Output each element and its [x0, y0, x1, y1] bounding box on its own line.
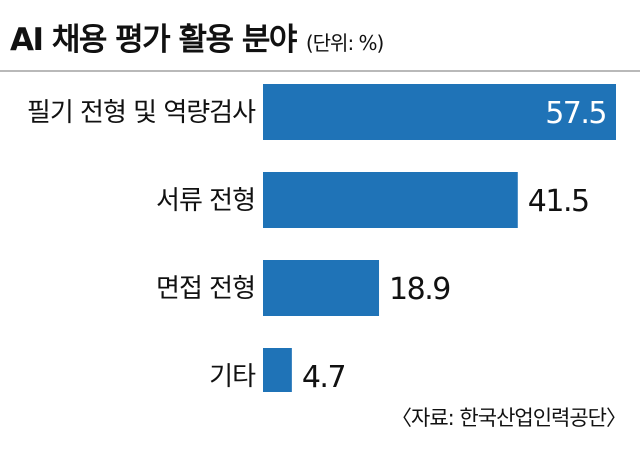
value-label-2: 18.9	[389, 272, 450, 307]
chart-header: AI 채용 평가 활용 분야 (단위: %)	[10, 14, 385, 59]
bar-0	[263, 84, 616, 140]
value-label-1: 41.5	[528, 184, 589, 219]
category-label-0: 필기 전형 및 역량검사	[27, 98, 256, 128]
value-label-3: 4.7	[302, 360, 345, 392]
source-note: 〈자료: 한국산업인력공단〉	[391, 406, 627, 430]
bar-2	[263, 260, 380, 316]
category-label-1: 서류 전형	[156, 186, 255, 216]
value-label-0: 57.5	[545, 96, 606, 131]
unit-label: (단위: %)	[305, 31, 385, 55]
category-label-2: 면접 전형	[156, 274, 255, 304]
bar-chart: 필기 전형 및 역량검사 57.5 서류 전형 41.5 면접 전형 18.9 기타 4.7	[27, 84, 616, 392]
category-label-3: 기타	[209, 362, 256, 392]
bar-1	[263, 172, 518, 228]
bar-3	[263, 348, 292, 392]
title-divider	[0, 70, 640, 72]
chart-title: AI 채용 평가 활용 분야	[10, 22, 297, 58]
